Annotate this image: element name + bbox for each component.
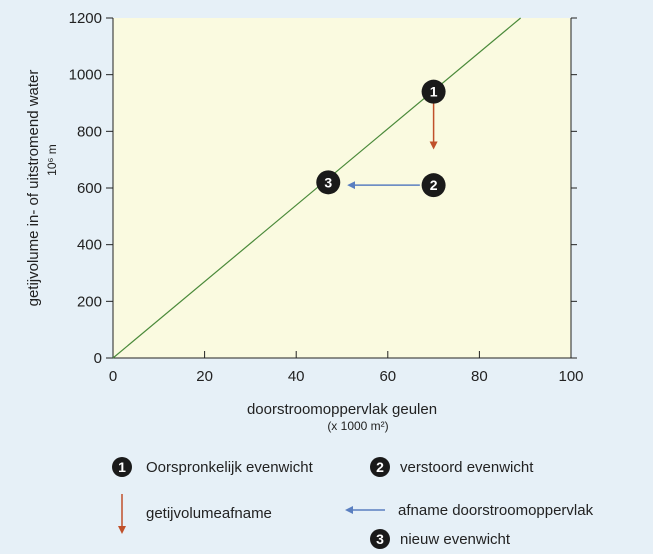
- equilibrium-line: [112, 17, 522, 359]
- legend-label-volume-decrease: getijvolumeafname: [146, 505, 272, 522]
- legend-label-original: Oorspronkelijk evenwicht: [146, 459, 314, 476]
- y-tick-label: 600: [77, 180, 102, 197]
- point-label: 2: [430, 177, 438, 193]
- point-marker: [316, 170, 341, 195]
- point-3: 3: [316, 170, 341, 195]
- y-tick-label: 800: [77, 123, 102, 140]
- point-1: 1: [421, 79, 446, 104]
- x-tick-label: 60: [379, 368, 396, 385]
- y-ticks: 0 200 400 600 800 1000 1200: [69, 10, 577, 367]
- x-tick-label: 20: [196, 368, 213, 385]
- plot-area: [113, 18, 571, 358]
- legend-label-area-decrease: afname doorstroomoppervlak: [398, 502, 594, 519]
- y-tick-label: 1200: [69, 10, 102, 27]
- y-tick-label: 1000: [69, 67, 102, 84]
- y-tick-label: 0: [94, 350, 102, 367]
- legend-item-disturbed: 2 verstoord evenwicht: [370, 457, 534, 477]
- legend-item-original: 1 Oorspronkelijk evenwicht: [112, 457, 314, 477]
- legend-item-new: 3 nieuw evenwicht: [370, 529, 511, 549]
- legend-marker-3-label: 3: [376, 531, 384, 547]
- legend-item-area-decrease: afname doorstroomoppervlak: [345, 502, 594, 519]
- point-label: 3: [324, 174, 332, 190]
- point-marker: [421, 173, 446, 198]
- legend-marker-1-label: 1: [118, 459, 126, 475]
- x-axis-unit: (x 1000 m²): [327, 419, 388, 433]
- x-tick-label: 80: [471, 368, 488, 385]
- legend-marker-1: [112, 457, 132, 477]
- legend-label-new: nieuw evenwicht: [400, 531, 511, 548]
- x-tick-label: 0: [109, 368, 117, 385]
- point-label: 1: [430, 84, 438, 100]
- points: 1 2 3: [316, 79, 446, 198]
- x-ticks: 0 20 40 60 80 100: [109, 351, 584, 385]
- legend-marker-3: [370, 529, 390, 549]
- legend-marker-2-label: 2: [376, 459, 384, 475]
- legend-marker-2: [370, 457, 390, 477]
- y-axis-title: getijvolume in- of uitstromend water: [25, 70, 42, 307]
- series: [112, 17, 522, 359]
- point-2: 2: [421, 173, 446, 198]
- legend: 1 Oorspronkelijk evenwicht 2 verstoord e…: [112, 457, 594, 549]
- y-tick-label: 200: [77, 293, 102, 310]
- arrows: [347, 103, 438, 190]
- y-tick-label: 400: [77, 237, 102, 254]
- legend-item-volume-decrease: getijvolumeafname: [118, 494, 272, 534]
- point-marker: [421, 79, 446, 104]
- x-axis-title: doorstroomoppervlak geulen: [247, 401, 437, 418]
- legend-label-disturbed: verstoord evenwicht: [400, 459, 534, 476]
- x-tick-label: 100: [558, 368, 583, 385]
- x-tick-label: 40: [288, 368, 305, 385]
- y-axis-unit: 10⁶ m: [45, 144, 59, 176]
